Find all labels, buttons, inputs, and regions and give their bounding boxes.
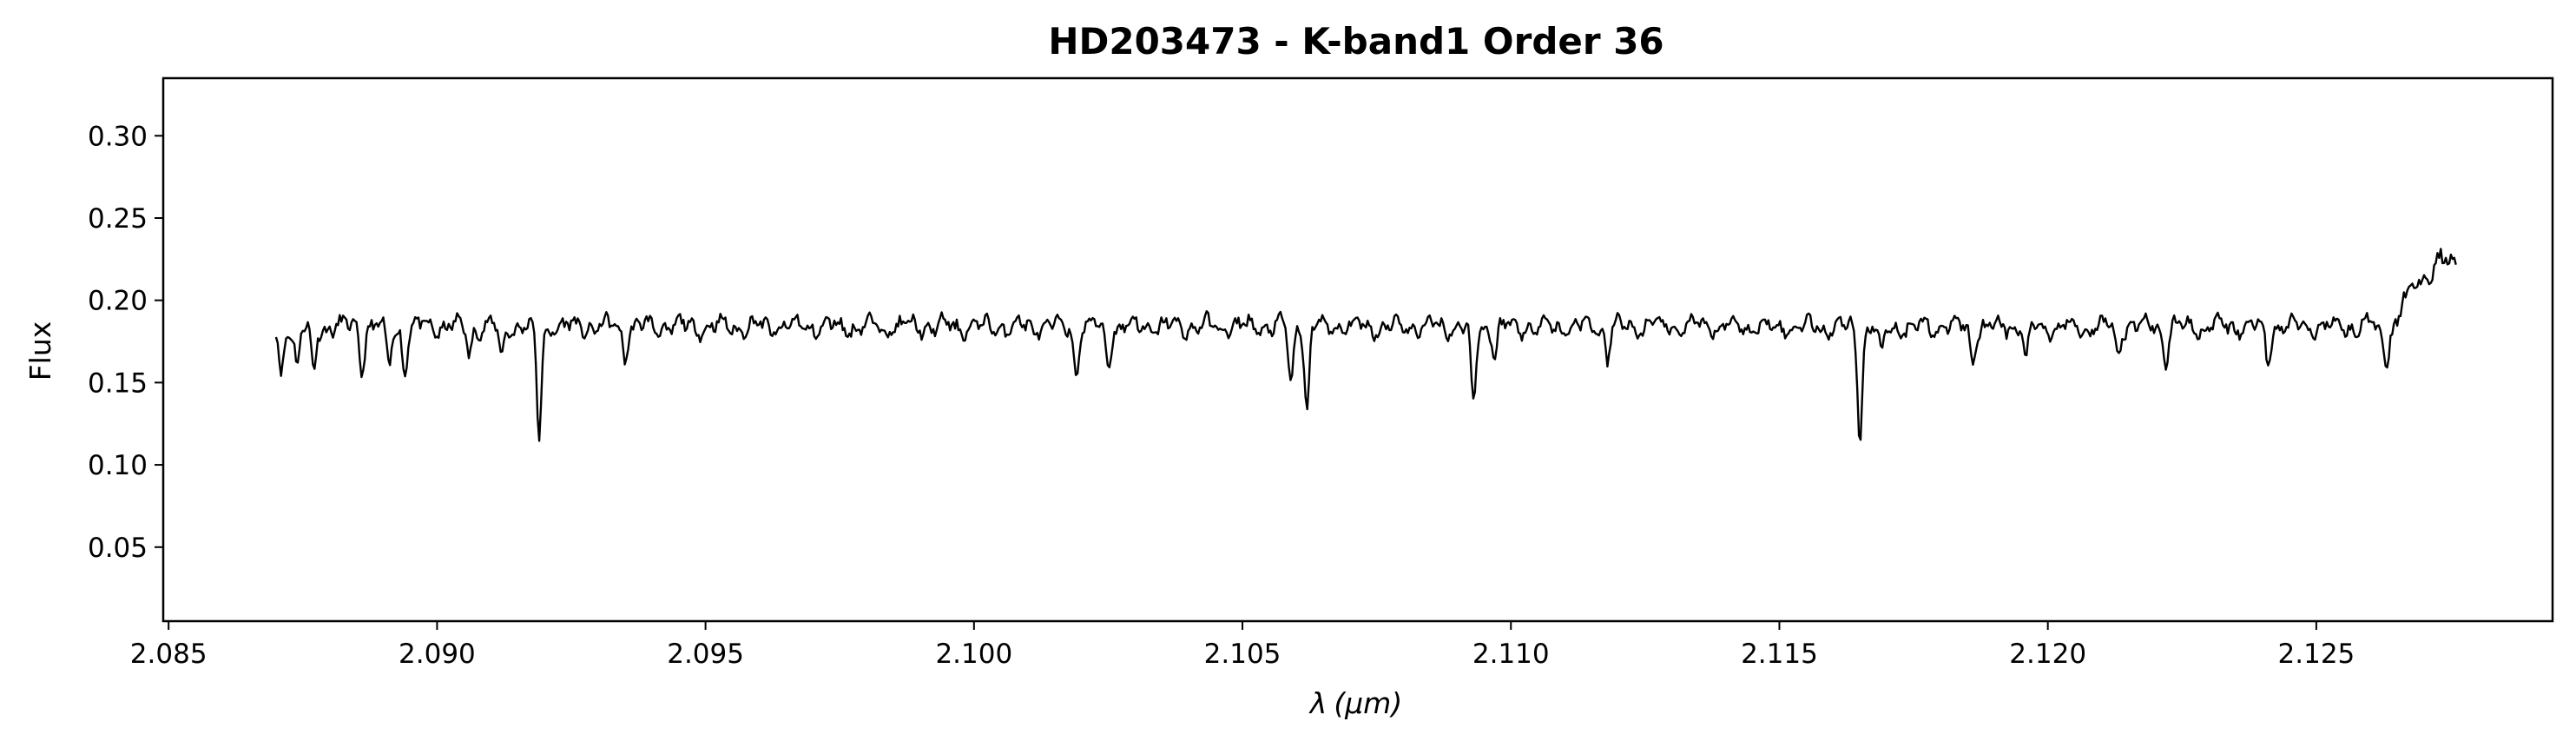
- y-axis-label: Flux: [23, 321, 57, 381]
- x-tick-label: 2.100: [935, 639, 1012, 670]
- y-tick-label: 0.20: [88, 286, 148, 317]
- x-axis-label: λ (μm): [1308, 686, 1402, 720]
- x-tick-label: 2.090: [399, 639, 476, 670]
- x-axis-label-symbol: λ: [1308, 686, 1328, 720]
- x-tick-label: 2.095: [667, 639, 744, 670]
- chart-title: HD203473 - K-band1 Order 36: [1048, 20, 1664, 63]
- y-tick-label: 0.10: [88, 450, 148, 481]
- x-tick-label: 2.125: [2278, 639, 2355, 670]
- y-tick-label: 0.30: [88, 121, 148, 152]
- x-tick-label: 2.110: [1472, 639, 1550, 670]
- x-axis-label-unit: (μm): [1334, 686, 1402, 720]
- plot-area: [274, 248, 2457, 442]
- x-tick-label: 2.105: [1204, 639, 1281, 670]
- y-tick-label: 0.15: [88, 367, 148, 399]
- x-tick-label: 2.085: [130, 639, 208, 670]
- y-axis: 0.05 0.10 0.15 0.20 0.25 0.30: [88, 121, 163, 564]
- plot-frame: [161, 76, 2554, 623]
- spectrum-line: [274, 248, 2457, 442]
- y-tick-label: 0.25: [88, 203, 148, 235]
- y-tick-label: 0.05: [88, 533, 148, 564]
- x-tick-label: 2.115: [1741, 639, 1818, 670]
- x-axis: 2.085 2.090 2.095 2.100 2.105 2.110 2.115 2.120…: [130, 621, 2355, 670]
- x-tick-label: 2.120: [2009, 639, 2086, 670]
